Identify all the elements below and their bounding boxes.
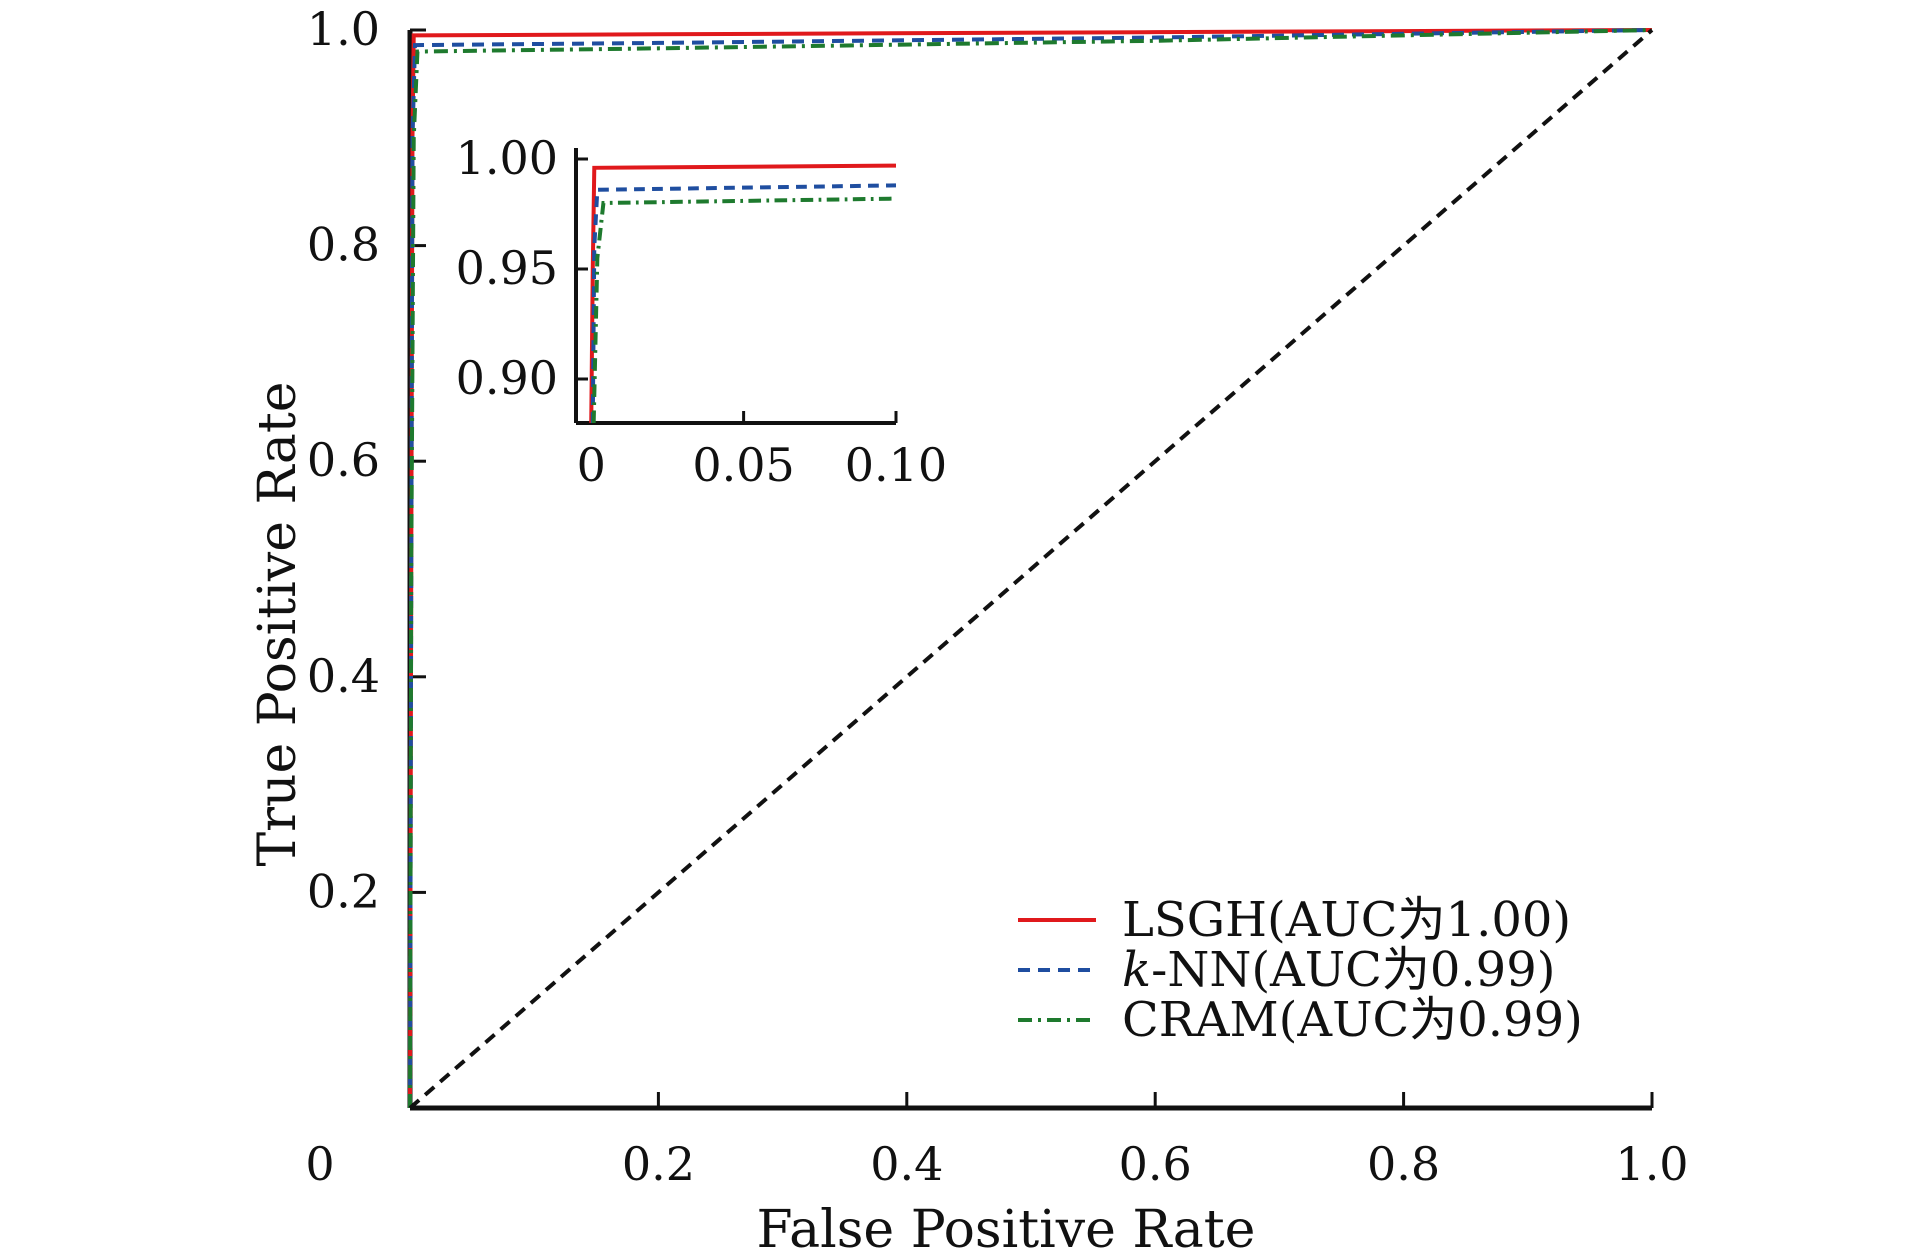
inset-y-tick-label: 1.00 [456, 131, 558, 185]
main-y-tick-label: 1.0 [307, 2, 380, 56]
main-x-tick-label: 0.4 [870, 1137, 943, 1191]
inset-x-tick-label: 0.10 [845, 438, 947, 492]
main-y-tick-label: 0.6 [307, 433, 380, 487]
main-y-tick-label: 0.2 [307, 864, 380, 918]
y-axis-title: True Positive Rate [248, 381, 308, 866]
inset-series-line-2 [591, 196, 897, 424]
legend-label-2: CRAM(AUC为0.99) [1122, 992, 1583, 1048]
main-series-line-0 [408, 28, 1653, 1109]
inset-x-tick-label: 0.05 [692, 438, 794, 492]
main-x-tick-label: 0.8 [1367, 1137, 1440, 1191]
main-y-tick-label: 0.8 [307, 218, 380, 272]
main-series-line-2 [408, 28, 1653, 1109]
inset-y-tick-label: 0.95 [456, 241, 558, 295]
main-x-tick-label: 0.6 [1119, 1137, 1192, 1191]
inset-y-tick-label: 0.90 [456, 351, 558, 405]
legend-label-1: k-NN(AUC为0.99) [1122, 942, 1556, 998]
inset-plot-area: 0.90 0.95 1.00 0 0.05 0.10 [456, 131, 948, 492]
main-series-line-3 [408, 28, 1654, 1110]
main-y-tick-label: 0.4 [307, 649, 380, 703]
legend: LSGH(AUC为1.00)k-NN(AUC为0.99)CRAM(AUC为0.9… [1018, 892, 1583, 1048]
x-axis-title: False Positive Rate [757, 1200, 1256, 1252]
main-x-tick-label: 0.2 [622, 1137, 695, 1191]
main-x-tick-label: 1.0 [1615, 1137, 1688, 1191]
legend-label-0: LSGH(AUC为1.00) [1122, 892, 1571, 948]
main-series-line-1 [408, 28, 1653, 1109]
inset-series-line-1 [590, 183, 897, 424]
main-x-tick-label: 0 [305, 1137, 334, 1191]
inset-x-tick-label: 0 [577, 438, 606, 492]
